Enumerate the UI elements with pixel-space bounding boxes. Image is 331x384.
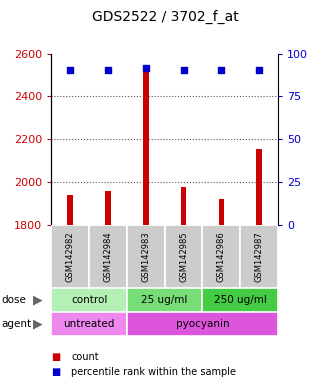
Point (181, 67, 186, 73)
Text: untreated: untreated (64, 319, 115, 329)
Text: agent: agent (2, 319, 32, 329)
Text: percentile rank within the sample: percentile rank within the sample (71, 367, 236, 377)
Text: count: count (71, 352, 99, 362)
Bar (143, 71, 149, 225)
Point (68, 67, 73, 73)
Bar (181, 187, 186, 225)
Bar (165, 225, 203, 288)
Bar (127, 225, 165, 288)
Text: ■: ■ (51, 367, 61, 377)
Bar (256, 149, 262, 225)
Bar (51, 225, 89, 288)
Text: control: control (71, 295, 107, 305)
Text: ▶: ▶ (33, 317, 43, 330)
Text: GSM142983: GSM142983 (141, 231, 150, 282)
Bar (68, 195, 73, 225)
Text: GSM142987: GSM142987 (255, 231, 264, 282)
Bar (89, 225, 127, 288)
Text: GDS2522 / 3702_f_at: GDS2522 / 3702_f_at (92, 10, 239, 24)
Bar (51, 288, 127, 312)
Text: 25 ug/ml: 25 ug/ml (141, 295, 188, 305)
Bar (127, 288, 203, 312)
Bar (240, 225, 278, 288)
Bar (218, 199, 224, 225)
Text: ▶: ▶ (33, 293, 43, 306)
Point (257, 67, 262, 73)
Bar (105, 191, 111, 225)
Text: pyocyanin: pyocyanin (176, 319, 229, 329)
Point (143, 65, 148, 71)
Text: GSM142986: GSM142986 (217, 231, 226, 282)
Text: ■: ■ (51, 352, 61, 362)
Bar (203, 288, 278, 312)
Bar (203, 225, 240, 288)
Text: GSM142984: GSM142984 (104, 231, 113, 281)
Bar (127, 312, 278, 336)
Text: 250 ug/ml: 250 ug/ml (214, 295, 267, 305)
Point (219, 67, 224, 73)
Point (105, 67, 111, 73)
Text: dose: dose (2, 295, 26, 305)
Bar (51, 312, 127, 336)
Text: GSM142982: GSM142982 (66, 231, 75, 281)
Text: GSM142985: GSM142985 (179, 231, 188, 281)
